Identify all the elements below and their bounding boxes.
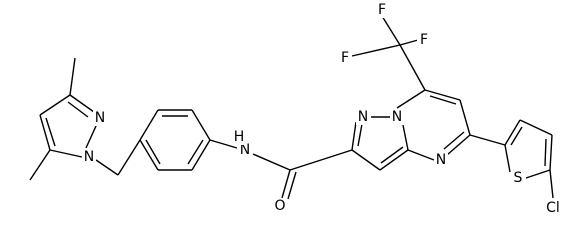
atom-background <box>273 198 287 214</box>
atom-label: H <box>234 129 245 145</box>
atom-background <box>546 200 560 216</box>
atom-background <box>238 142 252 158</box>
page: {"atoms": ["F", "F", "F", "N", "N", "N",… <box>29 2 560 216</box>
atom-label: F <box>378 2 386 18</box>
atom-background <box>232 129 246 145</box>
atom-background <box>417 32 431 48</box>
atom-background <box>390 109 404 125</box>
bonds <box>29 15 554 200</box>
atom-label: Cl <box>546 200 560 216</box>
atom-background <box>434 152 448 168</box>
atom-label: N <box>84 149 94 165</box>
atom-background <box>82 149 96 165</box>
atom-background <box>338 50 352 66</box>
atom-label: F <box>420 32 428 48</box>
atom-label: N <box>95 110 105 126</box>
atom-background <box>375 2 389 18</box>
atom-background <box>511 170 525 186</box>
atom-label: S <box>514 170 523 186</box>
atom-label: O <box>274 198 285 214</box>
atom-label: F <box>341 50 349 66</box>
atom-label: N <box>240 142 250 158</box>
atom-background <box>93 110 107 126</box>
atom-background <box>356 109 370 125</box>
atom-label: N <box>358 109 368 125</box>
atom-label: N <box>436 152 446 168</box>
atom-label: N <box>392 109 402 125</box>
